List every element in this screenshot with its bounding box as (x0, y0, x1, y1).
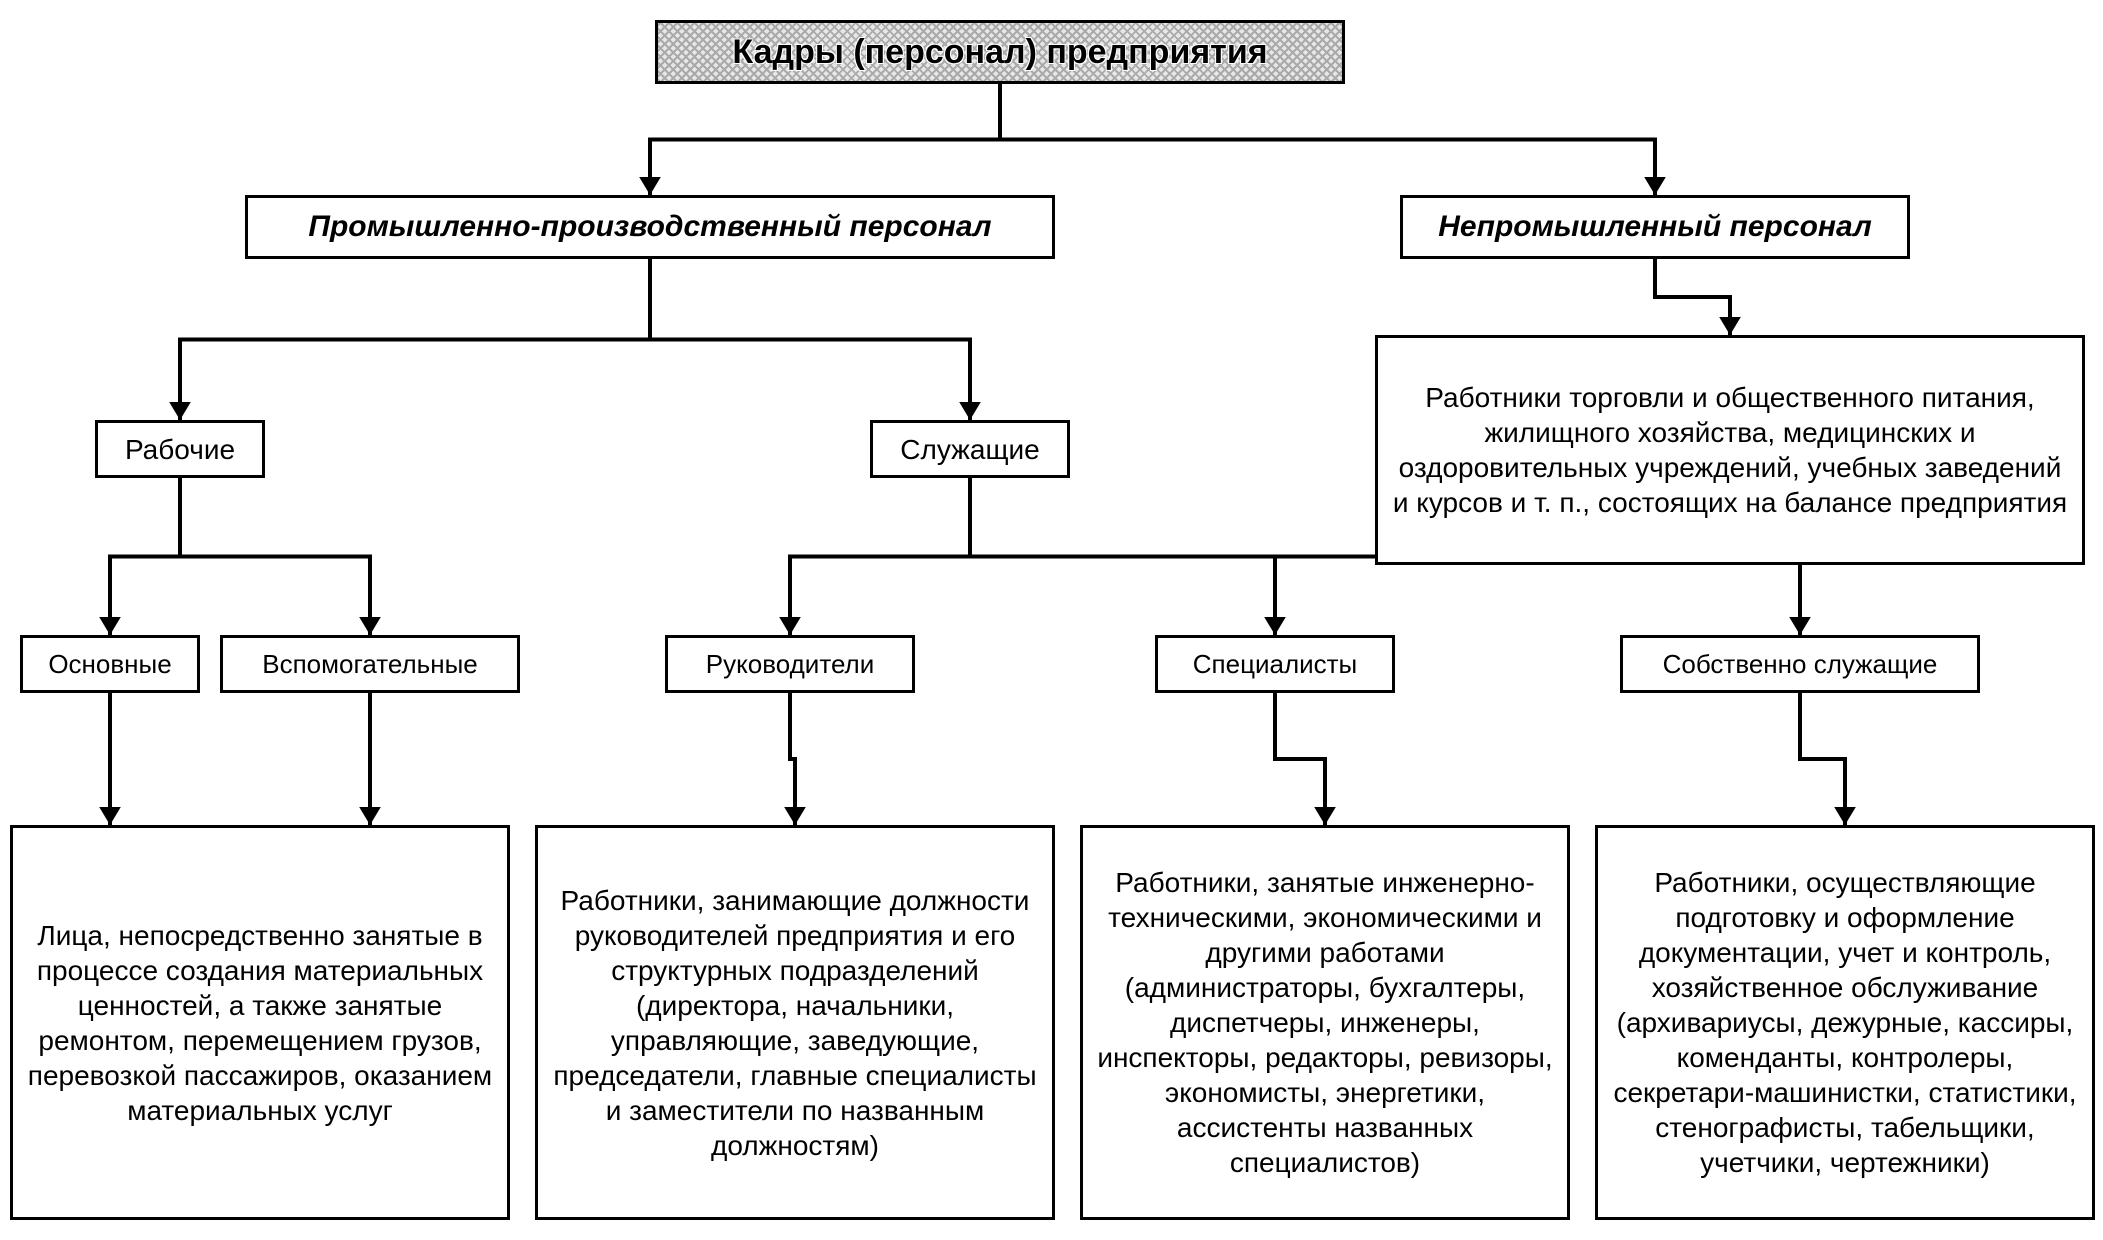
node-root-label: Кадры (персонал) предприятия (732, 31, 1267, 74)
node-primary: Основные (20, 635, 200, 693)
node-nonindustrial-desc: Работники торговли и общественного питан… (1375, 335, 2085, 565)
node-employees: Служащие (870, 420, 1070, 478)
node-workers-desc-label: Лица, непосредственно занятые в процессе… (27, 918, 493, 1128)
node-employees-label: Служащие (900, 432, 1039, 467)
node-ppp-label: Промышленно-производственный персонал (308, 208, 991, 246)
node-managers-label: Руководители (706, 648, 874, 681)
org-chart: Кадры (персонал) предприятия Промышленно… (0, 0, 2103, 1240)
node-managers: Руководители (665, 635, 915, 693)
node-workers-label: Рабочие (125, 432, 235, 467)
node-clerks-desc-label: Работники, осуществляющие подготовку и о… (1612, 865, 2078, 1180)
node-aux-label: Вспомогательные (262, 648, 477, 681)
node-clerks-desc: Работники, осуществляющие подготовку и о… (1595, 825, 2095, 1220)
node-workers: Рабочие (95, 420, 265, 478)
node-clerks-label: Собственно служащие (1663, 648, 1938, 681)
node-industrial-personnel: Промышленно-производственный персонал (245, 195, 1055, 259)
node-specialists-desc: Работники, занятые инженерно-техническим… (1080, 825, 1570, 1220)
node-clerks: Собственно служащие (1620, 635, 1980, 693)
node-specialists: Специалисты (1155, 635, 1395, 693)
node-specialists-desc-label: Работники, занятые инженерно-техническим… (1097, 865, 1553, 1180)
node-np-label: Непромышленный персонал (1438, 208, 1871, 246)
node-aux: Вспомогательные (220, 635, 520, 693)
node-np-desc-label: Работники торговли и общественного питан… (1392, 380, 2068, 520)
node-nonindustrial-personnel: Непромышленный персонал (1400, 195, 1910, 259)
node-specialists-label: Специалисты (1193, 648, 1357, 681)
node-managers-desc: Работники, занимающие должности руководи… (535, 825, 1055, 1220)
node-workers-desc: Лица, непосредственно занятые в процессе… (10, 825, 510, 1220)
node-primary-label: Основные (48, 648, 171, 681)
node-managers-desc-label: Работники, занимающие должности руководи… (552, 883, 1038, 1163)
node-root: Кадры (персонал) предприятия (655, 20, 1345, 84)
